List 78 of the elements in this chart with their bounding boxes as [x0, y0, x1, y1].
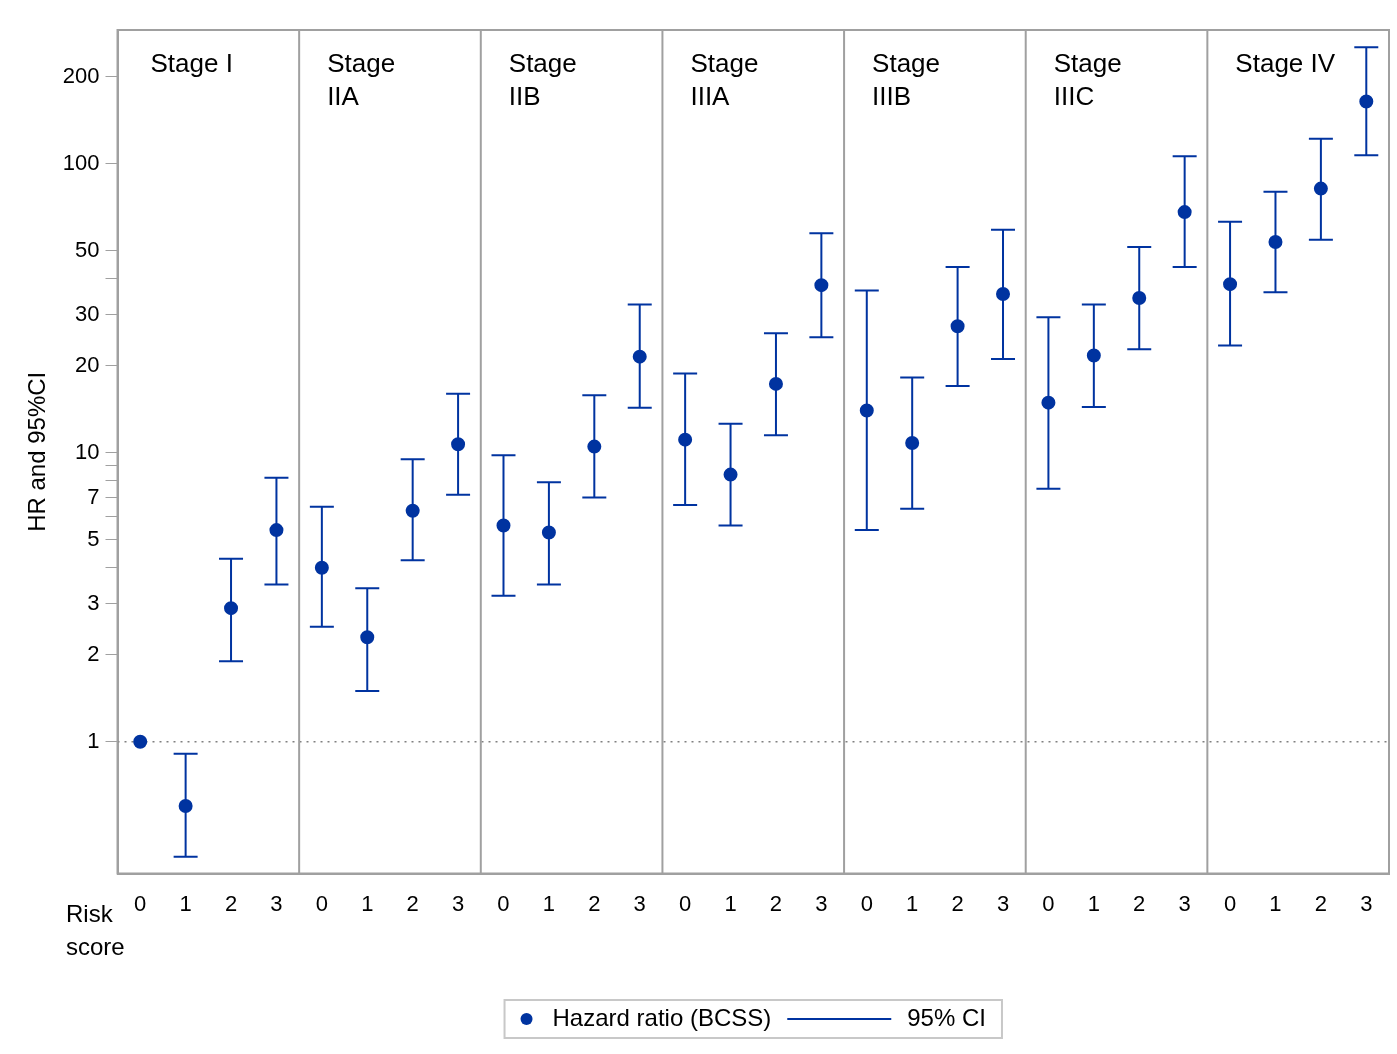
- annotation: Stage IIA: [327, 48, 396, 112]
- y-axis-title: HR and 95%CI: [23, 371, 51, 532]
- y-tick-label: 200: [62, 62, 100, 88]
- y-tick-label: 50: [75, 236, 100, 262]
- x-tick-label: 1: [1269, 890, 1282, 916]
- point: [360, 630, 375, 645]
- y-tick-label: 20: [75, 351, 100, 377]
- x-tick-label: 2: [1314, 890, 1328, 916]
- point: [1041, 395, 1056, 410]
- point: [1086, 348, 1101, 363]
- x-tick-label: 0: [1042, 890, 1055, 916]
- x-tick-label: 3: [451, 890, 465, 916]
- point: [678, 432, 693, 447]
- x-tick-label: 3: [996, 890, 1010, 916]
- x-tick-label: 0: [1223, 890, 1237, 916]
- x-tick-label: 3: [815, 890, 828, 916]
- y-tick-label: 7: [87, 483, 100, 509]
- x-tick-label: 0: [679, 890, 692, 916]
- x-tick-label: 0: [860, 890, 873, 916]
- annotation: Stage IV: [1235, 48, 1336, 79]
- point: [451, 437, 466, 452]
- y-tick-label: 100: [62, 149, 100, 175]
- x-tick-label: 0: [134, 890, 147, 916]
- annotation: Stage IIIB: [872, 48, 941, 112]
- x-tick-label: 2: [1133, 890, 1146, 916]
- x-tick-label: 3: [1360, 890, 1373, 916]
- y-tick-label: 5: [87, 525, 100, 551]
- y-tick-label: 2: [87, 640, 100, 666]
- x-tick-label: 3: [633, 890, 646, 916]
- point: [1223, 277, 1238, 292]
- annotation: Stage IIIA: [690, 48, 759, 112]
- x-axis-title: Risk score: [66, 900, 125, 961]
- x-tick-label: 2: [951, 890, 964, 916]
- x-tick-label: 1: [1087, 890, 1100, 916]
- annotation: Stage IIB: [508, 48, 577, 112]
- x-tick-label: 0: [315, 890, 328, 916]
- point: [723, 467, 738, 482]
- point: [496, 518, 511, 533]
- y-tick-label: 30: [75, 300, 100, 326]
- point: [587, 439, 602, 454]
- point: [905, 436, 920, 451]
- point: [178, 798, 193, 813]
- point: [405, 503, 420, 518]
- point: [1177, 205, 1192, 220]
- point: [996, 287, 1011, 302]
- point: [1268, 234, 1283, 249]
- x-tick-label: 1: [179, 890, 192, 916]
- x-tick-label: 1: [361, 890, 374, 916]
- x-tick-label: 3: [1178, 890, 1191, 916]
- point: [133, 734, 148, 749]
- x-tick-label: 1: [906, 890, 919, 916]
- x-tick-label: 2: [588, 890, 601, 916]
- x-tick-label: 1: [542, 890, 556, 916]
- y-tick-label: 3: [87, 589, 100, 615]
- point: [224, 601, 239, 616]
- x-tick-label: 1: [724, 890, 737, 916]
- point: [1359, 94, 1374, 109]
- x-tick-label: 2: [224, 890, 238, 916]
- point: [269, 523, 284, 538]
- y-tick-label: 10: [75, 438, 100, 464]
- point: [632, 349, 647, 364]
- x-tick-label: 0: [497, 890, 510, 916]
- legend-label: Hazard ratio (BCSS): [552, 1003, 772, 1031]
- point: [859, 403, 874, 418]
- x-tick-label: 2: [406, 890, 419, 916]
- point: [314, 560, 329, 575]
- text: 95% CI: [907, 1003, 986, 1031]
- point: [768, 376, 783, 391]
- annotation: Stage IIIC: [1053, 48, 1122, 112]
- point: [950, 319, 965, 334]
- x-tick-label: 2: [769, 890, 783, 916]
- point: [814, 278, 829, 293]
- point: [1313, 181, 1328, 196]
- point: [1132, 291, 1147, 305]
- x-tick-label: 3: [270, 890, 283, 916]
- annotation: Stage I: [150, 48, 233, 79]
- point: [541, 525, 556, 540]
- y-tick-label: 1: [87, 727, 100, 753]
